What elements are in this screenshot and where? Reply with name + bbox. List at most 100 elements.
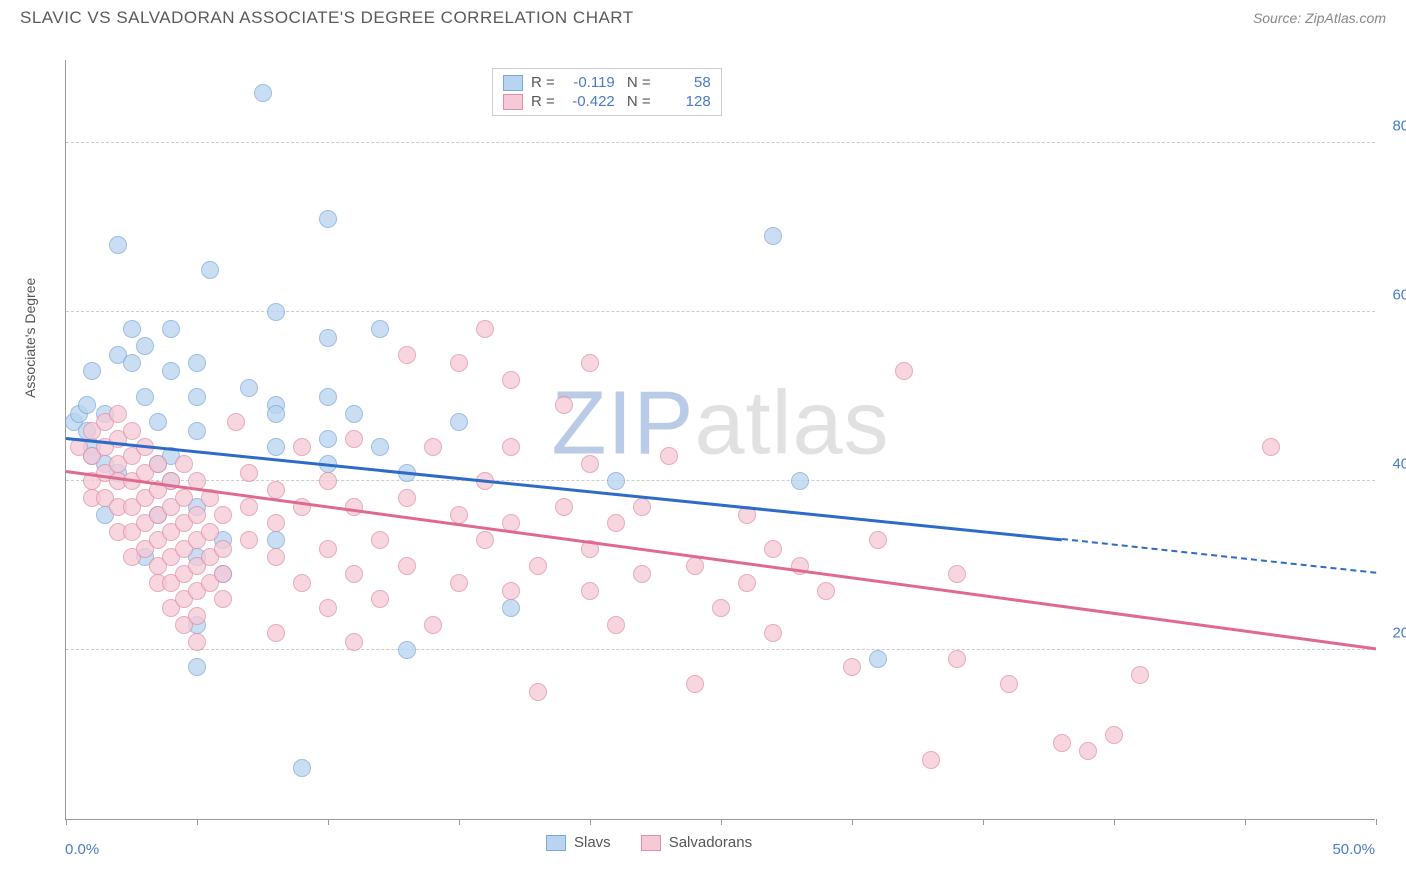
data-point (240, 379, 258, 397)
data-point (1079, 742, 1097, 760)
data-point (227, 413, 245, 431)
data-point (293, 574, 311, 592)
data-point (123, 320, 141, 338)
data-point (267, 303, 285, 321)
data-point (791, 472, 809, 490)
data-point (922, 751, 940, 769)
data-point (450, 354, 468, 372)
trend-line (66, 470, 1376, 650)
data-point (895, 362, 913, 380)
data-point (123, 354, 141, 372)
data-point (214, 590, 232, 608)
source-label: Source: ZipAtlas.com (1253, 10, 1386, 26)
data-point (267, 514, 285, 532)
x-tick (852, 819, 853, 825)
stats-row-slavs: R = -0.119 N = 58 (503, 73, 711, 92)
x-tick (1114, 819, 1115, 825)
legend-swatch-salvadorans (641, 835, 661, 851)
watermark: ZIPatlas (551, 373, 889, 476)
data-point (78, 396, 96, 414)
data-point (188, 607, 206, 625)
data-point (319, 329, 337, 347)
data-point (1000, 675, 1018, 693)
data-point (345, 633, 363, 651)
data-point (201, 261, 219, 279)
data-point (319, 540, 337, 558)
data-point (398, 346, 416, 364)
grid-line (66, 649, 1375, 650)
data-point (254, 84, 272, 102)
data-point (109, 236, 127, 254)
data-point (319, 430, 337, 448)
data-point (319, 210, 337, 228)
data-point (371, 320, 389, 338)
data-point (188, 388, 206, 406)
y-tick-label: 80.0% (1392, 118, 1406, 135)
data-point (607, 616, 625, 634)
data-point (345, 430, 363, 448)
data-point (267, 405, 285, 423)
data-point (869, 531, 887, 549)
data-point (1262, 438, 1280, 456)
data-point (136, 337, 154, 355)
data-point (1131, 666, 1149, 684)
data-point (240, 531, 258, 549)
stats-row-salvadorans: R = -0.422 N = 128 (503, 92, 711, 111)
data-point (267, 438, 285, 456)
stat-r-label: R = (531, 74, 555, 91)
grid-line (66, 311, 1375, 312)
data-point (267, 531, 285, 549)
x-tick (459, 819, 460, 825)
chart-title: SLAVIC VS SALVADORAN ASSOCIATE'S DEGREE … (20, 8, 634, 28)
data-point (1105, 726, 1123, 744)
data-point (162, 320, 180, 338)
data-point (607, 472, 625, 490)
data-point (345, 405, 363, 423)
x-tick (721, 819, 722, 825)
x-tick (1245, 819, 1246, 825)
data-point (581, 354, 599, 372)
data-point (109, 405, 127, 423)
data-point (319, 388, 337, 406)
x-tick (328, 819, 329, 825)
data-point (175, 489, 193, 507)
data-point (764, 227, 782, 245)
data-point (188, 354, 206, 372)
stat-r-value-salvadorans: -0.422 (563, 93, 615, 110)
data-point (345, 565, 363, 583)
stats-legend: R = -0.119 N = 58 R = -0.422 N = 128 (492, 68, 722, 116)
data-point (555, 498, 573, 516)
data-point (267, 624, 285, 642)
data-point (214, 506, 232, 524)
data-point (581, 582, 599, 600)
data-point (450, 413, 468, 431)
data-point (345, 498, 363, 516)
legend-item-salvadorans: Salvadorans (641, 834, 752, 851)
data-point (293, 759, 311, 777)
data-point (660, 447, 678, 465)
x-tick (590, 819, 591, 825)
x-tick (983, 819, 984, 825)
stat-n-value-slavs: 58 (659, 74, 711, 91)
data-point (633, 565, 651, 583)
data-point (293, 438, 311, 456)
data-point (319, 472, 337, 490)
swatch-salvadorans (503, 94, 523, 110)
data-point (817, 582, 835, 600)
data-point (450, 574, 468, 592)
data-point (240, 498, 258, 516)
data-point (371, 590, 389, 608)
data-point (214, 540, 232, 558)
data-point (188, 422, 206, 440)
grid-line (66, 480, 1375, 481)
legend-label-salvadorans: Salvadorans (669, 834, 752, 851)
data-point (476, 531, 494, 549)
data-point (686, 557, 704, 575)
data-point (149, 413, 167, 431)
data-point (162, 362, 180, 380)
data-point (188, 633, 206, 651)
data-point (686, 675, 704, 693)
data-point (371, 531, 389, 549)
stat-n-label: N = (623, 74, 651, 91)
data-point (398, 641, 416, 659)
